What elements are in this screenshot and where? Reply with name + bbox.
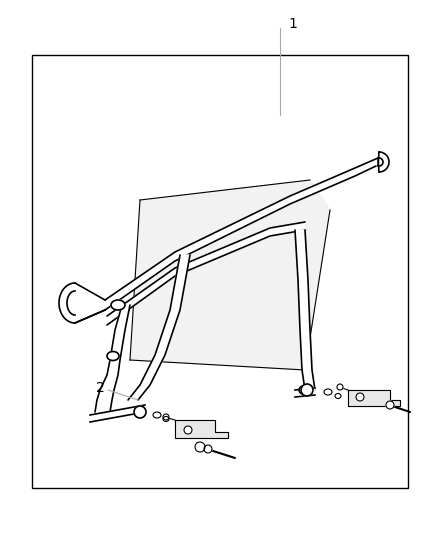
Ellipse shape (153, 412, 161, 418)
Circle shape (134, 406, 146, 418)
Circle shape (337, 384, 343, 390)
Polygon shape (59, 283, 75, 323)
Circle shape (163, 414, 169, 420)
Circle shape (204, 445, 212, 453)
Circle shape (195, 442, 205, 452)
Polygon shape (95, 305, 130, 412)
Polygon shape (295, 388, 315, 397)
Circle shape (184, 426, 192, 434)
Ellipse shape (324, 389, 332, 395)
Polygon shape (175, 420, 228, 438)
Circle shape (386, 401, 394, 409)
Ellipse shape (163, 416, 169, 422)
Text: 2: 2 (95, 381, 104, 395)
Bar (32, 55, 408, 488)
Polygon shape (379, 152, 389, 172)
Ellipse shape (107, 351, 119, 360)
Circle shape (356, 393, 364, 401)
Circle shape (301, 384, 313, 396)
Polygon shape (295, 230, 315, 390)
Polygon shape (90, 405, 145, 422)
Polygon shape (128, 255, 190, 400)
Ellipse shape (299, 385, 311, 394)
Polygon shape (105, 158, 378, 310)
Ellipse shape (111, 300, 125, 310)
Text: 1: 1 (288, 17, 297, 31)
Polygon shape (107, 222, 305, 325)
Ellipse shape (335, 393, 341, 399)
Polygon shape (130, 180, 330, 370)
Polygon shape (348, 390, 400, 406)
